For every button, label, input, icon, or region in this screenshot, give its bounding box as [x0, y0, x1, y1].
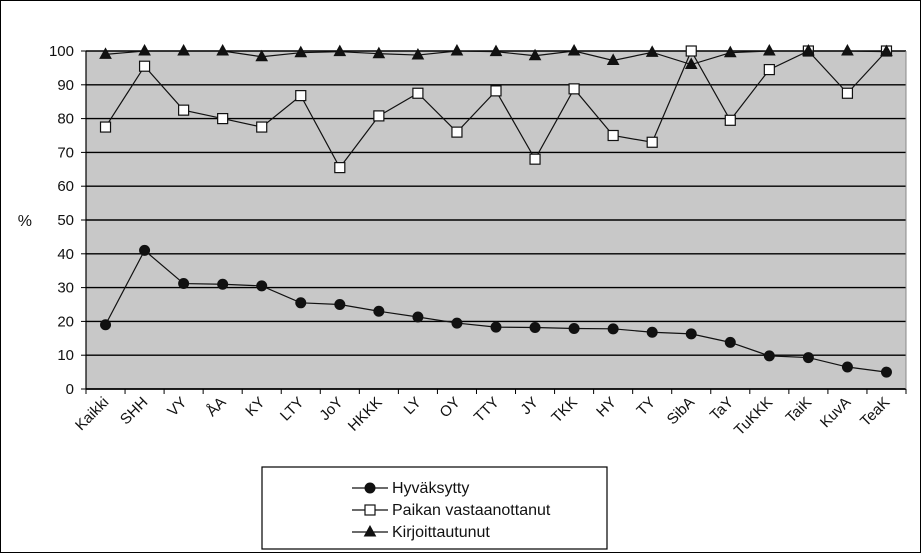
- data-point-paikan-vastaanottanut: [256, 121, 268, 133]
- legend-item-kirjoittautunut: Kirjoittautunut: [352, 524, 490, 541]
- series: [99, 43, 893, 378]
- data-point-paikan-vastaanottanut: [295, 90, 307, 102]
- data-point-hyvaksytty: [685, 328, 697, 340]
- data-point-hyvaksytty: [802, 352, 814, 364]
- data-point-hyvaksytty: [841, 361, 853, 373]
- data-point-paikan-vastaanottanut: [685, 45, 697, 57]
- data-point-kirjoittautunut: [684, 57, 698, 70]
- y-tick-label: 70: [57, 144, 74, 161]
- y-axis-label: %: [18, 213, 32, 230]
- y-tick-label: 50: [57, 212, 74, 229]
- data-point-hyvaksytty: [490, 321, 502, 333]
- legend-item-hyvaksytty: Hyväksytty: [352, 480, 469, 497]
- y-tick-label: 40: [57, 246, 74, 263]
- data-point-kirjoittautunut: [762, 43, 776, 56]
- data-point-paikan-vastaanottanut: [451, 126, 463, 138]
- data-point-kirjoittautunut: [645, 45, 659, 57]
- data-point-kirjoittautunut: [372, 46, 386, 59]
- data-point-paikan-vastaanottanut: [646, 136, 658, 148]
- y-tick-label: 80: [57, 111, 74, 128]
- data-point-paikan-vastaanottanut: [490, 85, 502, 97]
- data-point-paikan-vastaanottanut: [138, 60, 151, 72]
- legend-marker-paikan-vastaanottanut: [364, 504, 376, 516]
- data-point-kirjoittautunut: [841, 43, 854, 56]
- legend-item-paikan-vastaanottanut: Paikan vastaanottanut: [352, 502, 551, 519]
- legend-box: [261, 466, 608, 550]
- data-point-hyvaksytty: [568, 322, 580, 334]
- data-point-paikan-vastaanottanut: [607, 129, 619, 142]
- legend-marker-kirjoittautunut: [363, 524, 377, 537]
- legend-label: Kirjoittautunut: [392, 524, 490, 541]
- legend-label: Paikan vastaanottanut: [392, 502, 551, 519]
- data-point-paikan-vastaanottanut: [217, 112, 229, 125]
- y-tick-label: 0: [66, 381, 74, 398]
- data-point-paikan-vastaanottanut: [724, 114, 736, 126]
- data-point-kirjoittautunut: [177, 43, 190, 56]
- legend-marker-hyvaksytty: [364, 482, 376, 494]
- data-point-kirjoittautunut: [138, 43, 151, 56]
- data-point-hyvaksytty: [217, 278, 229, 290]
- data-point-hyvaksytty: [529, 321, 541, 333]
- legend: Hyväksytty Paikan vastaanottanut Kirjoitta…: [261, 466, 608, 550]
- data-point-paikan-vastaanottanut: [99, 121, 112, 133]
- legend-label: Hyväksytty: [392, 480, 469, 497]
- y-tick-label: 90: [57, 77, 74, 94]
- data-point-hyvaksytty: [100, 319, 112, 331]
- data-point-hyvaksytty: [607, 323, 619, 335]
- data-point-hyvaksytty: [139, 244, 151, 256]
- data-point-kirjoittautunut: [411, 48, 425, 60]
- y-tick-labels: 0 10 20 30 40 50 60 70 80 90 100: [49, 43, 74, 398]
- axes: [85, 51, 907, 394]
- data-point-paikan-vastaanottanut: [529, 153, 541, 165]
- data-point-paikan-vastaanottanut: [373, 110, 385, 122]
- data-point-paikan-vastaanottanut: [178, 104, 190, 116]
- data-point-kirjoittautunut: [255, 49, 269, 62]
- data-point-kirjoittautunut: [567, 43, 581, 56]
- data-point-hyvaksytty: [412, 311, 424, 323]
- data-point-hyvaksytty: [295, 297, 307, 309]
- series-hyvaksytty: [100, 244, 892, 378]
- data-point-kirjoittautunut: [489, 44, 503, 57]
- data-point-hyvaksytty: [880, 366, 892, 378]
- data-point-kirjoittautunut: [723, 45, 737, 58]
- data-point-hyvaksytty: [334, 299, 346, 310]
- series-kirjoittautunut: [99, 43, 893, 70]
- data-point-kirjoittautunut: [99, 47, 112, 59]
- series-paikan-vastaanottanut: [99, 45, 893, 174]
- data-point-paikan-vastaanottanut: [334, 162, 346, 174]
- data-point-kirjoittautunut: [333, 44, 347, 57]
- data-point-kirjoittautunut: [802, 43, 815, 56]
- y-tick-label: 100: [49, 43, 74, 60]
- data-point-paikan-vastaanottanut: [412, 87, 424, 99]
- data-point-kirjoittautunut: [528, 48, 542, 61]
- data-point-hyvaksytty: [646, 326, 658, 338]
- data-point-kirjoittautunut: [450, 43, 464, 56]
- data-point-kirjoittautunut: [880, 44, 893, 57]
- y-tick-label: 20: [57, 313, 74, 330]
- data-point-hyvaksytty: [178, 278, 190, 290]
- data-point-hyvaksytty: [763, 350, 775, 362]
- data-point-paikan-vastaanottanut: [568, 83, 580, 95]
- data-point-kirjoittautunut: [216, 43, 230, 56]
- data-point-hyvaksytty: [724, 336, 736, 348]
- y-tick-label: 60: [57, 178, 74, 195]
- data-point-kirjoittautunut: [294, 45, 308, 58]
- y-tick-label: 10: [57, 347, 74, 364]
- data-point-kirjoittautunut: [606, 53, 620, 65]
- data-point-paikan-vastaanottanut: [763, 63, 775, 76]
- data-point-paikan-vastaanottanut: [841, 87, 854, 99]
- data-point-hyvaksytty: [256, 280, 268, 292]
- data-point-hyvaksytty: [451, 317, 463, 329]
- data-point-hyvaksytty: [373, 305, 385, 317]
- y-tick-label: 30: [57, 280, 74, 297]
